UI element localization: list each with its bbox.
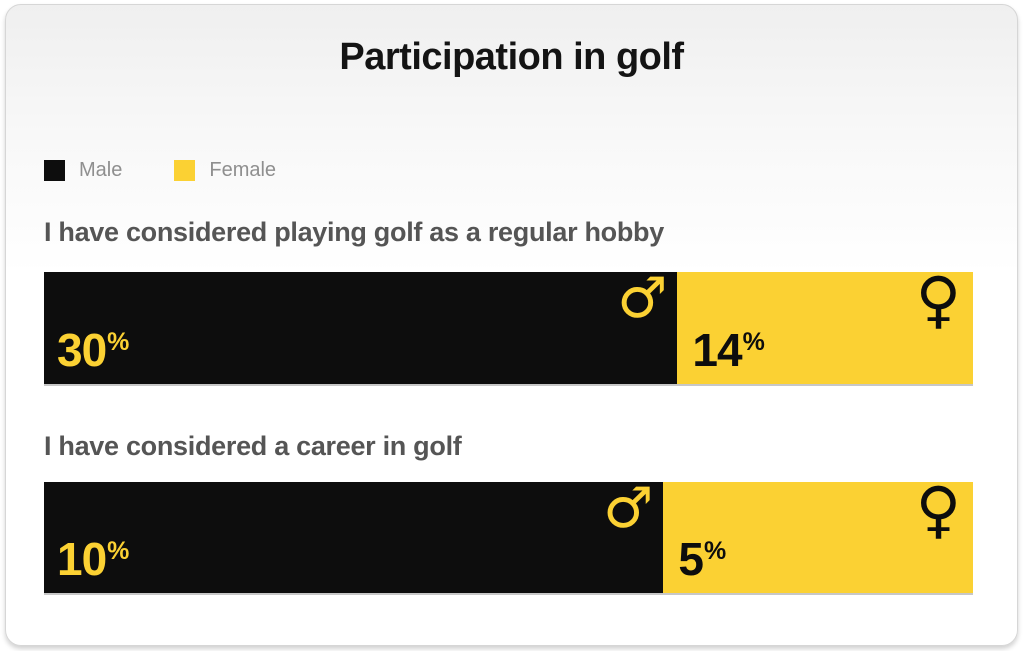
female-value-label: 14%: [692, 324, 765, 376]
female-icon: ♀: [915, 473, 961, 546]
chart-card: Participation in golf Male Female I have…: [5, 4, 1018, 646]
legend-label-female: Female: [209, 158, 277, 181]
male-icon: ♂: [617, 266, 668, 331]
page-title: Participation in golf: [339, 36, 684, 78]
bar-segment-male: 30% ♂: [44, 268, 678, 384]
male-swatch-icon: [44, 159, 65, 181]
bar-segment-female: 5% ♀: [663, 475, 973, 593]
legend-item-male: Male: [44, 159, 122, 182]
legend-item-female: Female: [174, 159, 276, 182]
male-icon: ♂: [603, 476, 654, 541]
category-label-career: I have considered a career in golf: [44, 431, 462, 461]
category-label-hobby: I have considered playing golf as a regu…: [44, 217, 664, 247]
bar-row-career: 10% ♂ 5% ♀: [44, 475, 973, 593]
male-value-label: 10%: [57, 533, 130, 585]
legend-label-male: Male: [79, 158, 123, 181]
female-icon: ♀: [915, 263, 961, 336]
bar-segment-female: 14% ♀: [677, 265, 973, 384]
male-value-label: 30%: [57, 324, 130, 376]
bar-segment-male: 10% ♂: [44, 478, 664, 593]
female-value-label: 5%: [678, 533, 727, 585]
bar-row-hobby: 30% ♂ 14% ♀: [44, 265, 973, 384]
female-swatch-icon: [174, 159, 196, 181]
legend: Male Female: [44, 159, 973, 181]
